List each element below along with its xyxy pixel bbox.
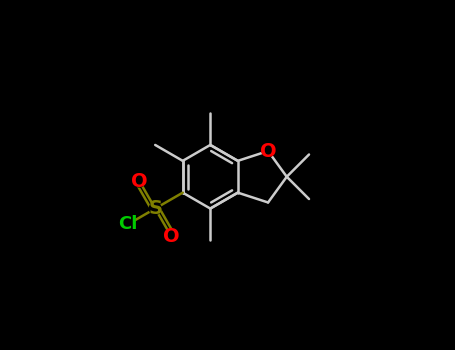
Text: O: O xyxy=(260,141,276,161)
Text: O: O xyxy=(163,226,179,246)
Circle shape xyxy=(120,217,135,232)
Circle shape xyxy=(133,175,145,187)
Text: Cl: Cl xyxy=(118,216,137,233)
Text: S: S xyxy=(148,199,162,218)
Text: O: O xyxy=(131,172,147,190)
Circle shape xyxy=(262,145,274,157)
Circle shape xyxy=(165,230,177,242)
Circle shape xyxy=(149,203,161,215)
